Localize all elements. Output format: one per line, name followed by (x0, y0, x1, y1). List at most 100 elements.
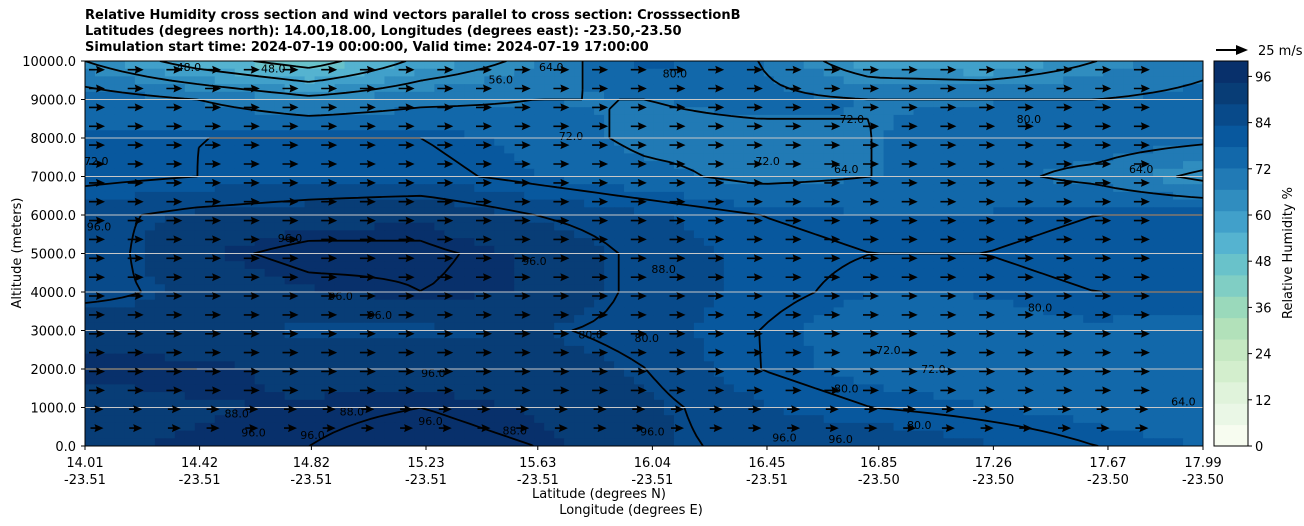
wind-arrow (554, 424, 568, 433)
wind-arrow (863, 122, 879, 131)
wind-arrow (553, 84, 570, 93)
wind-arrow (476, 178, 492, 187)
colorbar: 0 12 24 36 48 60 72 84 96 (1213, 60, 1272, 455)
colorbar-segment (1214, 232, 1248, 254)
wind-arrow (669, 329, 686, 338)
wind-arrow (1095, 65, 1112, 74)
wind-arrow (89, 216, 105, 225)
wind-arrow (630, 235, 647, 244)
wind-arrow (553, 235, 570, 244)
wind-arrow (979, 386, 996, 395)
wind-arrow (282, 103, 299, 112)
wind-arrow (321, 310, 338, 319)
wind-arrow (669, 273, 686, 282)
wind-arrow (980, 405, 994, 414)
wind-arrow (1095, 103, 1112, 112)
wind-arrow (1056, 160, 1073, 168)
wind-arrow (785, 160, 802, 168)
wind-arrow (321, 103, 338, 112)
wind-arrow (1133, 310, 1150, 319)
wind-arrow (205, 103, 222, 112)
wind-arrow (630, 292, 647, 300)
wind-arrow (205, 292, 222, 300)
wind-arrow (359, 216, 376, 225)
x-tick-label-longitude: -23.51 (517, 473, 559, 488)
wind-arrow (1017, 122, 1034, 131)
wind-arrow (785, 235, 802, 244)
wind-arrow (282, 292, 299, 300)
colorbar-segment (1214, 253, 1248, 276)
wind-arrow (669, 310, 686, 319)
wind-arrow (746, 122, 763, 131)
colorbar-segment (1214, 274, 1248, 297)
wind-arrow (166, 386, 183, 395)
wind-arrow (282, 235, 299, 244)
x-tick-label-longitude: -23.51 (746, 473, 788, 488)
wind-arrow (127, 197, 144, 206)
grid-lines (85, 99, 1203, 408)
wind-arrow (477, 405, 491, 414)
wind-arrow (514, 273, 531, 282)
wind-arrow (89, 310, 105, 319)
wind-arrow (824, 122, 841, 131)
x-tick-label-latitude: 14.01 (66, 456, 103, 471)
wind-arrow (1017, 310, 1034, 319)
wind-arrow (592, 216, 609, 225)
wind-arrow (282, 386, 299, 395)
contour-label: 88.0 (224, 407, 249, 420)
y-tick-label: 8000.0 (31, 132, 77, 147)
contour-label: 64.0 (834, 163, 859, 176)
wind-arrow (398, 197, 415, 206)
colorbar-tick-label: 0 (1255, 440, 1263, 455)
x-tick-label-latitude: 17.99 (1184, 456, 1221, 471)
wind-arrow (1133, 329, 1150, 338)
wind-arrow (940, 292, 957, 300)
wind-arrow (746, 329, 763, 338)
colorbar-tick-label: 96 (1255, 70, 1272, 85)
wind-arrow (359, 103, 376, 112)
contour-level-88 (85, 194, 704, 446)
wind-arrow (516, 405, 530, 414)
wind-arrow (1017, 197, 1034, 206)
wind-arrow (553, 273, 570, 282)
wind-arrow (1017, 254, 1034, 263)
wind-arrow (127, 103, 144, 112)
wind-arrow (359, 160, 376, 168)
wind-arrow (785, 216, 802, 225)
wind-arrow (708, 292, 725, 300)
wind-arrow (863, 348, 879, 357)
colorbar-tick-label: 84 (1255, 117, 1272, 132)
wind-arrow (553, 197, 570, 206)
wind-arrow (1095, 273, 1112, 282)
wind-arrow (245, 405, 259, 414)
wind-arrow (438, 405, 452, 414)
contour-label: 64.0 (539, 61, 564, 74)
wind-arrow (979, 254, 996, 263)
wind-arrow (398, 292, 415, 300)
wind-arrow (824, 84, 841, 93)
wind-arrow (476, 273, 492, 282)
wind-arrow (824, 348, 841, 357)
wind-arrow (824, 216, 841, 225)
wind-arrow (127, 235, 144, 244)
wind-arrow (903, 405, 917, 414)
wind-arrow (205, 84, 222, 93)
wind-arrow (127, 141, 144, 150)
wind-arrow (901, 84, 918, 93)
wind-arrow (437, 160, 454, 168)
wind-arrow (1133, 235, 1150, 244)
wind-arrow (863, 141, 879, 150)
wind-arrow (824, 254, 841, 263)
wind-arrow (514, 292, 531, 300)
wind-arrow (129, 424, 143, 433)
wind-arrow (592, 254, 609, 263)
wind-arrow (632, 405, 646, 414)
wind-arrow (1056, 310, 1073, 319)
wind-arrow (1056, 386, 1073, 395)
colorbar-tick-label: 48 (1255, 255, 1272, 270)
colorbar-segment (1214, 103, 1248, 126)
wind-arrow (166, 160, 183, 168)
wind-arrow (166, 292, 183, 300)
wind-arrow (669, 367, 686, 376)
wind-arrow (901, 178, 918, 187)
